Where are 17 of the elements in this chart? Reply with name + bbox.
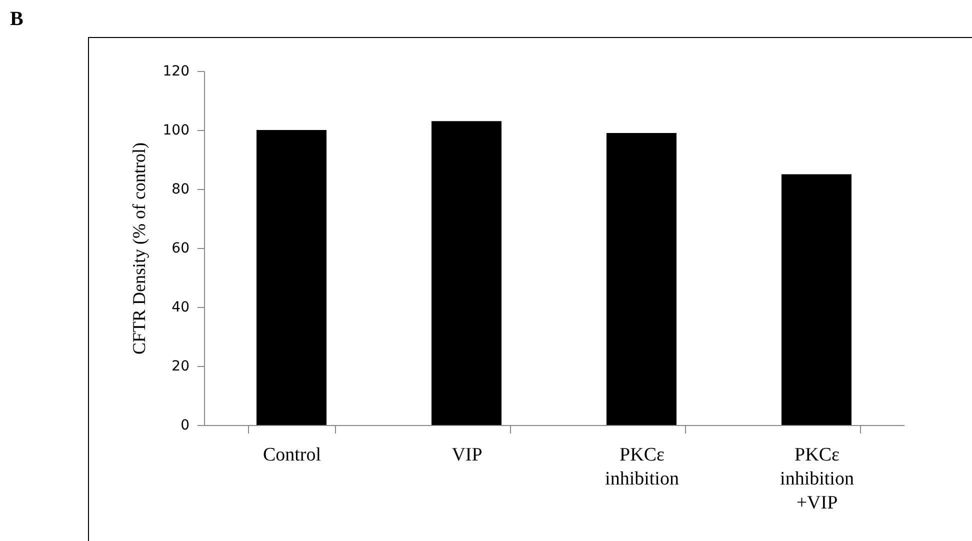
y-tick-label: 0 [180,418,190,434]
text: B [10,8,24,31]
y-tick-label: 40 [172,300,190,316]
y-tick-label: 120 [162,64,190,80]
y-tick-label: 20 [172,358,190,374]
bar [256,130,326,425]
y-tick-label: 80 [172,182,190,198]
x-tick-label: VIP [452,444,482,466]
bar [606,132,676,425]
x-tick-label: PKCε inhibition +VIP [780,444,854,514]
bar [782,174,852,425]
x-tick-label: Control [262,444,322,466]
y-tick-label: 60 [172,240,190,256]
bar [432,121,502,425]
y-axis-title: CFTR Density (% of control) [128,142,149,354]
x-tick-label: PKCε inhibition [605,444,680,490]
y-tick-label: 100 [162,122,190,138]
